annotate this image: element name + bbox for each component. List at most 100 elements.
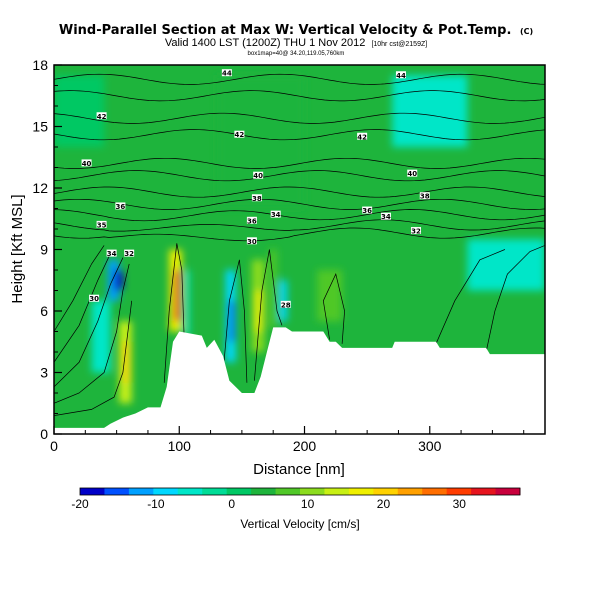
x-tick-label: 300: [418, 438, 442, 454]
y-tick-label: 6: [40, 303, 48, 319]
velocity-cell: [184, 270, 190, 336]
theta-contour-line: [54, 112, 545, 124]
contour-label-box: [362, 206, 373, 214]
theta-contour-line: [54, 227, 545, 242]
velocity-cell: [255, 290, 262, 332]
velocity-cell: [114, 270, 123, 291]
theta-contour-line: [435, 249, 506, 344]
velocity-cell: [392, 75, 468, 147]
contour-label: 40: [82, 160, 92, 168]
contour-label-box: [419, 192, 430, 200]
contour-label-box: [395, 71, 406, 79]
colorbar-tick-label: -10: [147, 497, 165, 511]
valid-time-text: Valid 1400 LST (1200Z) THU 1 Nov 2012: [165, 37, 366, 49]
x-axis-label: Distance [nm]: [253, 461, 345, 478]
colorbar-segment: [275, 488, 301, 495]
x-tick-label: 200: [293, 438, 317, 454]
colorbar-segment: [348, 488, 374, 495]
theta-contour-line: [54, 219, 545, 232]
chart-title-line: Wind-Parallel Section at Max W: Vertical…: [59, 23, 533, 38]
colorbar-segment: [495, 488, 521, 495]
colorbar-tick-label: 0: [228, 497, 235, 511]
copyright-mark: (C): [520, 27, 533, 36]
contour-label: 35: [97, 221, 107, 229]
theta-contour-line: [54, 186, 545, 198]
contour-label-box: [115, 202, 126, 210]
contour-label: 30: [247, 238, 257, 246]
velocity-cell: [317, 270, 343, 322]
theta-contour-line: [322, 273, 345, 344]
colorbar-segment: [397, 488, 423, 495]
velocity-cell: [122, 341, 130, 383]
colorbar-segment: [324, 488, 350, 495]
contour-label: 40: [407, 170, 417, 178]
colorbar-segment: [80, 488, 105, 495]
colorbar-segment: [251, 488, 277, 495]
contour-label-box: [251, 194, 262, 202]
contour-label: 34: [271, 211, 281, 219]
theta-contour-line: [54, 245, 105, 332]
contour-label-box: [246, 216, 257, 224]
theta-contour-line: [485, 245, 545, 353]
colorbar-segment: [471, 488, 497, 495]
plot-area: 44 44 42 42 42 40 40 40 36 38 38 36 35 36 34 34 32 34 32 30…: [54, 65, 545, 434]
velocity-cell: [467, 239, 545, 291]
x-tick-label: 0: [50, 438, 58, 454]
velocity-cell: [269, 249, 277, 328]
y-tick-label: 12: [32, 180, 48, 196]
valid-time-suffix: [10hr cst@2159Z]: [371, 41, 427, 48]
contour-label-box: [106, 249, 117, 257]
y-tick-label: 18: [32, 57, 48, 73]
colorbar-tick-label: 30: [453, 497, 467, 511]
contour-label-box: [96, 220, 107, 228]
chart-title: Wind-Parallel Section at Max W: Vertical…: [59, 23, 512, 38]
y-tick-label: 9: [40, 242, 48, 258]
colorbar-segment: [153, 488, 179, 495]
contour-label-box: [89, 294, 100, 302]
box-map-info: box1map=40@ 34.20,119.05,760km: [248, 51, 345, 57]
contour-label: 44: [222, 70, 232, 78]
y-axis-label: Height [Kft MSL]: [9, 194, 26, 303]
contour-label-box: [221, 69, 232, 77]
contour-label-box: [81, 159, 92, 167]
contour-label-box: [410, 227, 421, 235]
contour-label: 44: [396, 72, 406, 80]
theta-contour-line: [54, 157, 545, 169]
y-tick-label: 15: [32, 119, 48, 135]
contour-label-box: [124, 249, 135, 257]
colorbar-segment: [226, 488, 252, 495]
contour-label: 36: [362, 207, 372, 215]
theta-contour-line: [54, 129, 545, 141]
colorbar-segment: [446, 488, 472, 495]
theta-contour-line: [222, 259, 248, 383]
velocity-cell: [107, 259, 120, 301]
theta-contour-line: [54, 263, 130, 404]
theta-contour-line: [54, 300, 133, 416]
y-tick-label: 3: [40, 365, 48, 381]
colorbar-segment: [300, 488, 325, 495]
velocity-cell: [229, 300, 235, 342]
contour-label-box: [280, 300, 291, 308]
theta-contour-line: [163, 243, 185, 383]
contour-label: 36: [116, 203, 126, 211]
y-tick-label: 0: [40, 426, 48, 442]
contour-label: 40: [253, 172, 263, 180]
colorbar-segment: [422, 488, 448, 495]
colorbar-tick-label: -20: [71, 497, 89, 511]
colorbar-tick-label: 10: [301, 497, 315, 511]
colorbar: -20 -10 0 10 20 30: [71, 487, 521, 511]
contour-label: 34: [381, 213, 391, 221]
contour-label: 32: [124, 250, 134, 258]
velocity-cell: [91, 300, 111, 373]
contour-label-box: [380, 212, 391, 220]
x-tick-label: 100: [168, 438, 192, 454]
contour-label-box: [270, 210, 281, 218]
contour-label: 36: [247, 217, 257, 225]
velocity-cell: [54, 75, 105, 147]
theta-contour-line: [254, 249, 283, 381]
theta-contour-line: [54, 198, 545, 210]
contour-label: 42: [97, 113, 107, 121]
contour-label: 42: [235, 131, 245, 139]
theta-contour-line: [54, 257, 124, 388]
